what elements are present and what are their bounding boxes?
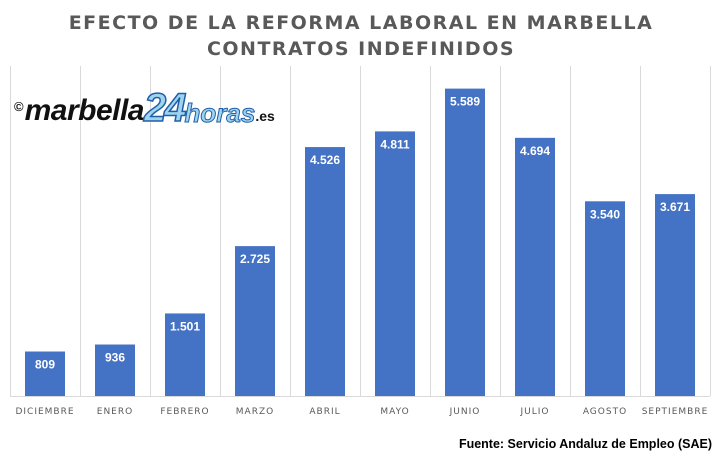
x-tick-label: AGOSTO (583, 407, 627, 417)
data-label: 809 (35, 358, 55, 372)
chart-subtitle: CONTRATOS INDEFINIDOS (206, 38, 516, 60)
bar-marzo (235, 246, 275, 396)
watermark-brand: marbella (24, 94, 145, 127)
source-note: Fuente: Servicio Andaluz de Empleo (SAE) (458, 437, 712, 451)
data-label: 3.540 (590, 207, 620, 221)
bar-septiembre (655, 194, 695, 396)
bar-febrero (165, 313, 205, 396)
data-label: 936 (105, 351, 125, 365)
x-tick-label: JULIO (520, 407, 550, 417)
watermark-number: 24 (143, 86, 187, 130)
watermark-name: horas (184, 98, 256, 128)
x-tick-label: ABRIL (309, 407, 340, 417)
data-label: 4.694 (520, 144, 550, 158)
watermark-logo: © marbella 24 horas .es (14, 86, 275, 130)
x-tick-label: DICIEMBRE (15, 407, 74, 417)
bar-junio (445, 88, 485, 396)
data-label: 2.725 (240, 252, 270, 266)
chart-title: EFECTO DE LA REFORMA LABORAL EN MARBELLA (68, 12, 654, 34)
bar-mayo (375, 131, 415, 396)
x-tick-label: MAYO (380, 407, 409, 417)
x-tick-label: ENERO (97, 407, 133, 417)
watermark-tld: .es (255, 108, 275, 124)
bar-agosto (585, 201, 625, 396)
bar-julio (515, 137, 555, 396)
data-label: 4.811 (380, 137, 410, 151)
x-tick-label: FEBRERO (160, 407, 209, 417)
x-tick-label: SEPTIEMBRE (642, 407, 709, 417)
data-label: 1.501 (170, 319, 200, 333)
data-label: 5.589 (450, 95, 480, 109)
x-tick-label: MARZO (236, 407, 274, 417)
data-label: 4.526 (310, 153, 340, 167)
x-tick-label: JUNIO (449, 407, 481, 417)
watermark-copyright: © (14, 98, 24, 114)
bar-abril (305, 147, 345, 396)
bar-diciembre (25, 351, 65, 396)
bar-enero (95, 344, 135, 396)
data-label: 3.671 (660, 200, 690, 214)
